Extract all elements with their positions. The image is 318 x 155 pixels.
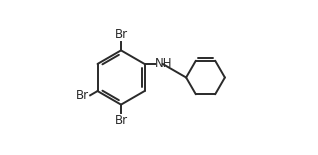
Text: Br: Br	[114, 114, 128, 127]
Text: Br: Br	[114, 28, 128, 41]
Text: Br: Br	[76, 89, 89, 102]
Text: NH: NH	[155, 58, 173, 70]
